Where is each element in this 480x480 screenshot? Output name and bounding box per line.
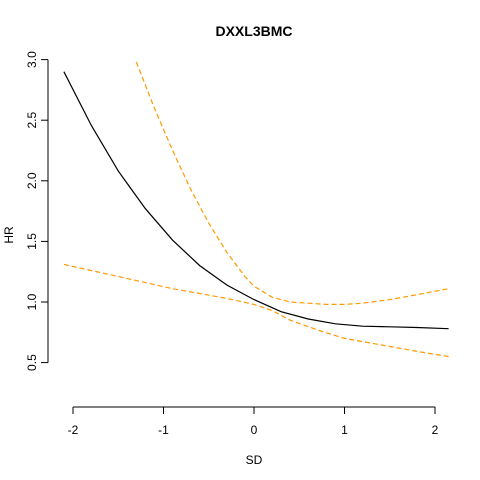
y-tick-label: 0.5 [25, 354, 39, 371]
x-axis-label: SD [246, 453, 263, 467]
y-tick-label: 1.0 [25, 293, 39, 310]
x-tick-label: -1 [158, 423, 169, 437]
x-tick-label: -2 [68, 423, 79, 437]
x-tick-label: 1 [341, 423, 348, 437]
y-tick-label: 2.0 [25, 172, 39, 189]
y-tick-label: 2.5 [25, 112, 39, 129]
x-tick-label: 2 [432, 423, 439, 437]
y-axis-label: HR [2, 226, 16, 244]
series-group [63, 61, 449, 358]
y-axis-ticks: 0.5 1.0 1.5 2.0 2.5 3.0 [25, 51, 48, 371]
x-axis-ticks: -2 -1 0 1 2 [68, 407, 439, 437]
upper-ci-line [135, 61, 449, 305]
y-tick-label: 1.5 [25, 233, 39, 250]
y-tick-label: 3.0 [25, 51, 39, 68]
lower-ci-line [63, 263, 449, 358]
chart-title: DXXL3BMC [215, 23, 292, 39]
x-tick-label: 0 [251, 423, 258, 437]
estimate-line [63, 71, 449, 330]
